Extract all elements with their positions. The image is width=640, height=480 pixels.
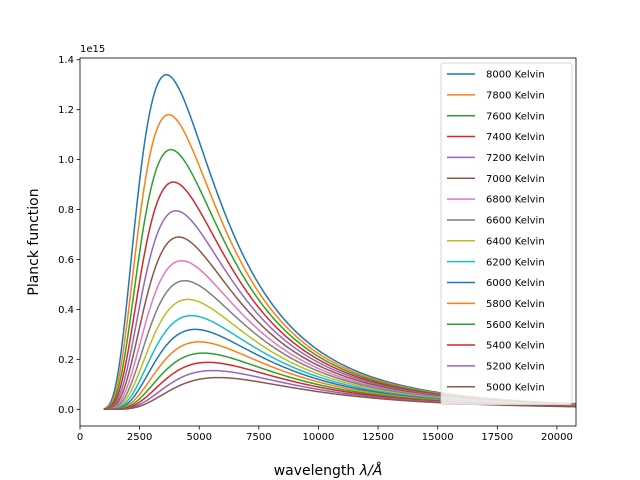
y-tick-label: 1.4 [58, 55, 74, 66]
x-tick-label: 2500 [127, 432, 152, 443]
legend-label: 6800 Kelvin [486, 195, 545, 206]
legend-label: 5600 Kelvin [486, 320, 545, 331]
x-tick-label: 17500 [481, 432, 513, 443]
y-tick-label: 0.2 [58, 355, 74, 366]
x-tick-label: 12500 [362, 432, 394, 443]
y-tick-label: 1.0 [58, 155, 74, 166]
y-tick-label: 0.0 [58, 405, 74, 416]
y-tick-label: 0.4 [58, 305, 74, 316]
x-tick-label: 5000 [187, 432, 212, 443]
x-tick-label: 10000 [303, 432, 335, 443]
legend-frame [440, 62, 573, 406]
legend-label: 5000 Kelvin [486, 382, 545, 393]
legend-label: 7800 Kelvin [486, 90, 545, 101]
x-tick-label: 15000 [422, 432, 454, 443]
legend-label: 7600 Kelvin [486, 111, 545, 122]
legend: 8000 Kelvin 7800 Kelvin 7600 Kelvin 7400 Ke… [440, 62, 573, 406]
legend-label: 6200 Kelvin [486, 257, 545, 268]
legend-label: 6400 Kelvin [486, 236, 545, 247]
y-tick-label: 0.8 [58, 205, 74, 216]
plot-frame [79, 57, 577, 427]
legend-label: 5800 Kelvin [486, 299, 545, 310]
x-axis: 0 2500 5000 7500 10000 12500 15000 17500 20000 [77, 426, 573, 443]
x-tick-label: 20000 [541, 432, 573, 443]
legend-label: 5400 Kelvin [486, 341, 545, 352]
legend-label: 6600 Kelvin [486, 216, 545, 227]
y-offset-text: 1e15 [80, 44, 105, 55]
y-tick-label: 1.2 [58, 105, 74, 116]
x-axis-title: wavelength λ/Å [274, 462, 383, 479]
legend-label: 7000 Kelvin [486, 174, 545, 185]
y-axis-title: Planck function [26, 188, 42, 295]
legend-label: 7200 Kelvin [486, 153, 545, 164]
y-tick-label: 0.6 [58, 255, 74, 266]
x-tick-label: 7500 [246, 432, 271, 443]
y-axis: 0.0 0.2 0.4 0.6 0.8 1.0 1.2 1.4 [58, 55, 80, 416]
x-tick-label: 0 [77, 432, 83, 443]
legend-label: 8000 Kelvin [486, 70, 545, 81]
legend-label: 7400 Kelvin [486, 132, 545, 143]
legend-label: 6000 Kelvin [486, 278, 545, 289]
legend-label: 5200 Kelvin [486, 362, 545, 373]
